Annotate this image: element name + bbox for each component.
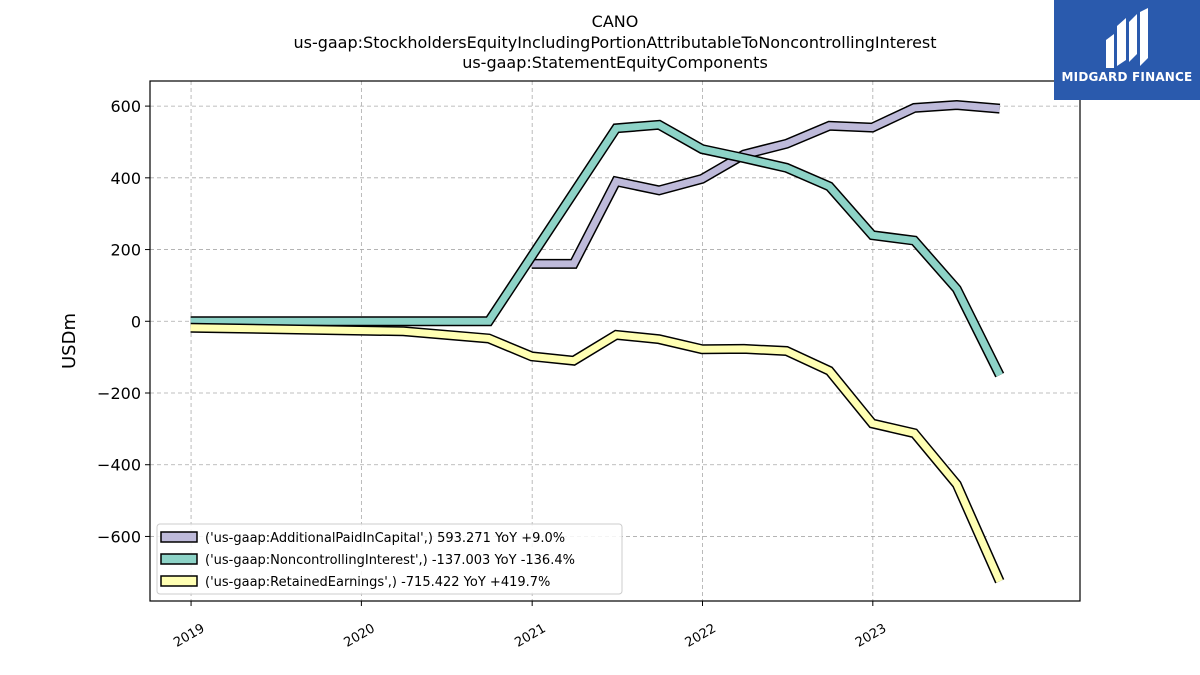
logo-mark-icon [1106,8,1148,68]
series-0-line [531,101,1000,268]
x-tick-label: 2020 [342,621,378,651]
y-axis-ticks: −600 −400 −200 0 200 400 600 [97,97,150,546]
x-axis-ticks: 2019 2020 2021 2022 2023 [171,601,889,651]
series-2-line [190,324,1003,583]
logo-text: MIDGARD FINANCE [1061,70,1193,84]
chart-title-line-2: us-gaap:StockholdersEquityIncludingPorti… [293,33,936,52]
chart-title-line-1: CANO [592,12,639,31]
y-tick-label: −600 [97,527,141,546]
y-tick-label: 200 [110,241,141,260]
chart-title: CANO us-gaap:StockholdersEquityIncluding… [293,12,936,72]
y-axis-label: USDm [59,313,80,369]
x-tick-label: 2021 [512,621,548,651]
y-tick-label: −400 [97,456,141,475]
y-tick-label: −200 [97,384,141,403]
x-tick-label: 2019 [171,621,207,651]
y-tick-label: 400 [110,169,141,188]
series-lines [190,99,1005,584]
legend-swatch [160,531,198,543]
legend-entry-label: ('us-gaap:NoncontrollingInterest',) -137… [205,553,575,568]
series-0-outline [531,99,1001,269]
y-tick-label: 600 [110,97,141,116]
series-1-line [190,121,1003,377]
chart-title-line-3: us-gaap:StatementEquityComponents [462,53,768,72]
y-tick-label: 0 [131,312,141,331]
legend: ('us-gaap:AdditionalPaidInCapital',) 593… [156,523,623,595]
legend-swatch [160,575,198,587]
x-tick-label: 2023 [853,621,889,651]
midgard-finance-logo: MIDGARD FINANCE [1054,0,1200,100]
legend-box [156,523,623,595]
legend-swatch [160,553,198,565]
legend-entry-label: ('us-gaap:AdditionalPaidInCapital',) 593… [205,531,565,546]
x-tick-label: 2022 [683,621,719,651]
plot-frame [149,80,1081,602]
legend-entry-label: ('us-gaap:RetainedEarnings',) -715.422 Y… [205,575,550,590]
